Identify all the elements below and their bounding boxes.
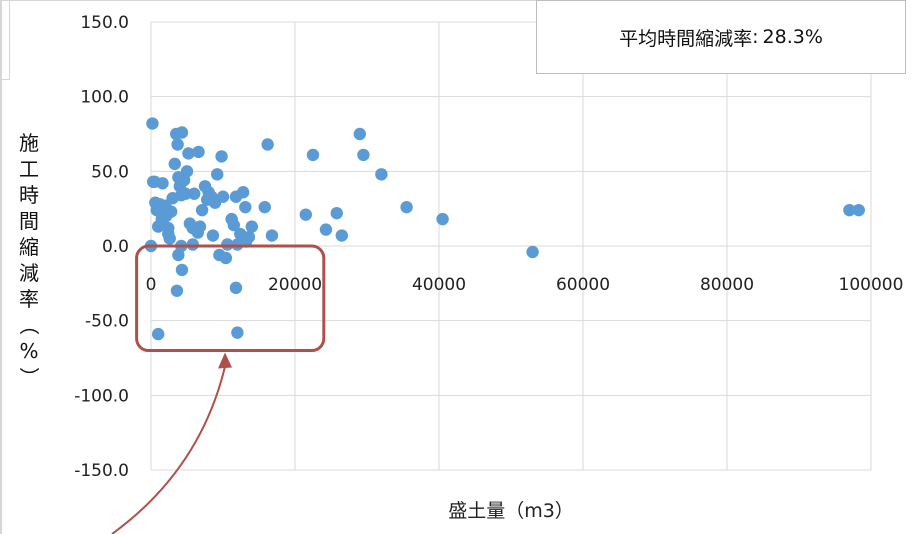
data-point	[180, 165, 194, 178]
x-tick-label: 20000	[268, 275, 322, 295]
data-point	[843, 203, 856, 217]
data-point	[330, 206, 343, 220]
y-axis-title-char: %	[19, 339, 39, 363]
y-axis-title-char: （	[17, 315, 41, 335]
y-tick-label: -50.0	[85, 312, 129, 332]
average-reduction-box: 平均時間縮減率 : 28.3%	[536, 0, 906, 74]
data-point	[168, 157, 181, 171]
data-point	[236, 186, 250, 199]
x-tick-label: 60000	[556, 275, 610, 295]
data-point	[229, 281, 243, 295]
frame-top-edge	[0, 0, 536, 1]
data-point	[156, 177, 169, 190]
frame-left-edge	[0, 0, 2, 534]
y-tick-label: 100.0	[80, 88, 129, 108]
y-tick-label: 50.0	[91, 162, 129, 182]
y-axis-title-char: ）	[17, 367, 41, 387]
data-point	[400, 200, 413, 214]
data-point	[227, 218, 240, 232]
data-point	[319, 223, 333, 236]
data-point	[335, 229, 348, 242]
average-reduction-label: 平均時間縮減率	[619, 27, 753, 50]
data-point	[526, 245, 539, 259]
y-tick-label: -100.0	[74, 386, 129, 406]
x-tick-label: 40000	[412, 275, 466, 295]
data-point	[375, 168, 388, 181]
data-point	[182, 147, 195, 160]
average-reduction-separator: :	[752, 26, 759, 48]
y-axis-title-char: 工	[19, 157, 39, 181]
data-point	[172, 248, 185, 262]
data-point	[191, 226, 204, 239]
data-point	[299, 208, 312, 221]
data-point	[306, 148, 320, 162]
tick-layer: 150.0 100.0 50.0 0.0 -50.0 -100.0 -150.0 0 20000…	[74, 13, 903, 481]
highlight-arrow	[111, 366, 226, 534]
x-tick-label: 80000	[700, 275, 754, 295]
data-point	[175, 263, 189, 277]
data-point	[231, 326, 244, 339]
x-tick-label: 100000	[839, 275, 904, 295]
data-point	[239, 200, 252, 214]
data-point	[245, 220, 258, 233]
data-point	[170, 284, 184, 297]
data-point	[152, 327, 165, 341]
data-point	[211, 168, 224, 181]
y-tick-label: -150.0	[74, 461, 129, 481]
y-tick-label: 0.0	[102, 237, 129, 257]
data-point	[164, 205, 178, 218]
y-axis-title-char: 施	[19, 131, 39, 155]
point-layer	[144, 117, 865, 341]
data-point	[206, 229, 220, 242]
data-point	[171, 138, 184, 151]
data-point	[192, 145, 205, 159]
y-axis-title-char: 縮	[19, 235, 39, 259]
y-axis-title-char: 時	[19, 183, 39, 207]
highlight-arrowhead	[218, 352, 232, 369]
frame-corner-panel	[0, 0, 10, 80]
y-tick-label: 150.0	[80, 13, 129, 33]
data-point	[146, 117, 159, 130]
y-axis-title: 施工時間縮減率 （% ）	[14, 130, 44, 390]
data-point	[188, 187, 201, 200]
data-point	[179, 187, 192, 200]
x-tick-label: 0	[146, 275, 157, 295]
data-point	[436, 212, 449, 226]
data-point	[208, 196, 222, 209]
y-axis-title-char: 率	[19, 287, 39, 311]
data-point	[261, 138, 274, 151]
data-point	[215, 150, 228, 163]
average-reduction-value: 28.3%	[762, 26, 823, 48]
data-point	[242, 230, 256, 244]
data-point	[219, 251, 233, 265]
data-point	[175, 126, 189, 139]
data-point	[357, 148, 370, 162]
data-point	[852, 203, 865, 217]
data-point	[265, 229, 279, 242]
data-point	[195, 203, 209, 217]
y-axis-title-char: 間	[19, 209, 39, 233]
highlight-layer	[111, 244, 326, 534]
highlight-box	[135, 244, 326, 353]
data-point	[258, 200, 271, 214]
grid-layer	[150, 21, 872, 471]
data-point	[353, 127, 366, 141]
x-axis-title: 盛土量（m3）	[448, 500, 574, 522]
y-axis-title-char: 減	[19, 261, 39, 285]
data-point	[162, 227, 175, 241]
